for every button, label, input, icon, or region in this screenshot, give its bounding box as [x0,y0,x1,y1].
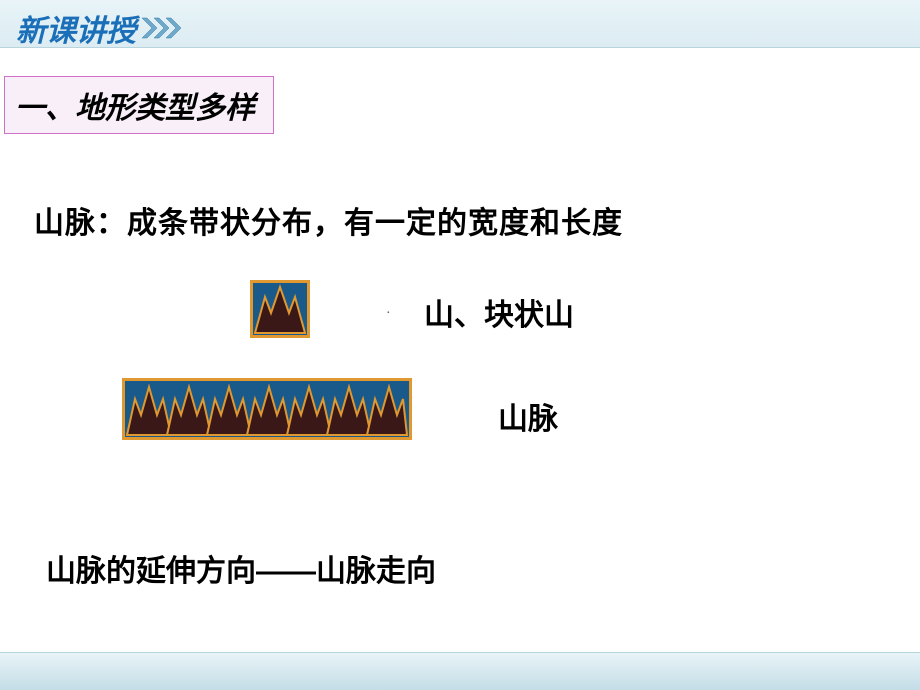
trend-text: 山脉的延伸方向——山脉走向 [46,546,436,590]
mountain-range-icon [122,378,412,442]
header-title-wrap: 新课讲授 [16,6,182,50]
lesson-header-title: 新课讲授 [16,6,136,50]
mountain-range-label: 山脉 [498,394,558,438]
single-mountain-icon [250,280,310,340]
definition-text: 山脉：成条带状分布，有一定的宽度和长度 [34,198,623,242]
chevron-right-icon [142,16,182,40]
single-mountain-label: 山、块状山 [424,290,574,334]
separator-dot: · [386,306,391,322]
section-heading-box: 一、地形类型多样 [4,76,274,134]
section-title: 一、地形类型多样 [15,92,255,125]
footer-bar [0,652,920,690]
